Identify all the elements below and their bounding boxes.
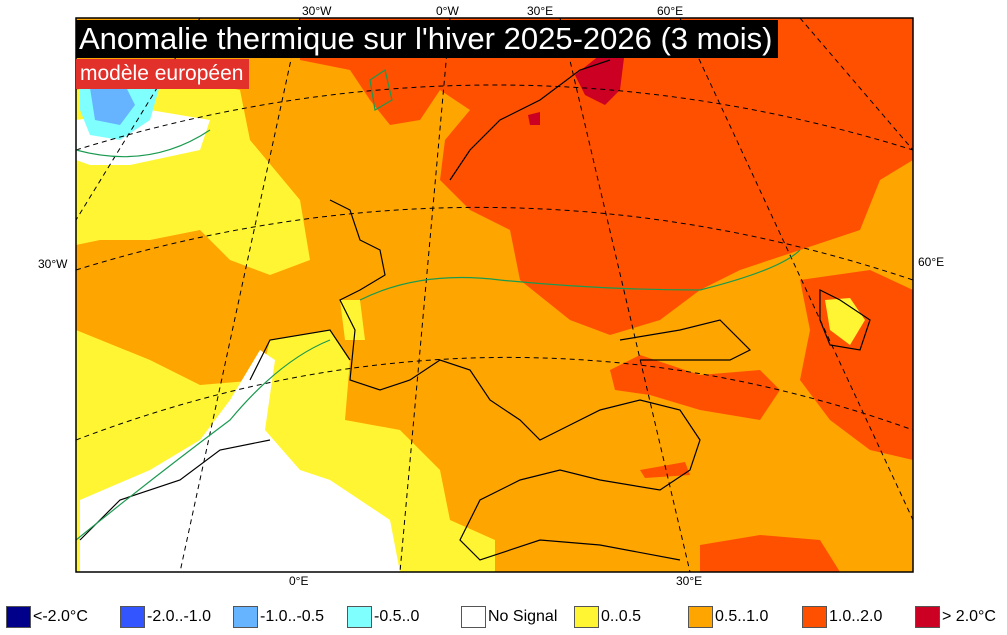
legend-label: -1.0..-0.5 [260, 608, 325, 625]
legend-item: 0.5..1.0 [688, 606, 768, 628]
region-1.0-2.0 [300, 18, 913, 335]
legend-swatch [461, 606, 486, 628]
lon-label: 30°E [527, 4, 554, 18]
legend-item: No Signal [461, 606, 557, 628]
map-title: Anomalie thermique sur l'hiver 2025-2026… [76, 20, 779, 58]
legend-label: > 2.0°C [942, 608, 996, 625]
legend-label: 0.5..1.0 [715, 608, 769, 625]
lon-label: 30°E [676, 574, 703, 588]
lon-label: 60°E [657, 4, 684, 18]
legend-swatch [233, 606, 258, 628]
region-1.0-2.0 [640, 462, 690, 478]
legend-swatch [6, 606, 31, 628]
lon-label: 30°W [38, 257, 68, 271]
region-gt-2.0 [575, 50, 625, 105]
legend-swatch [802, 606, 827, 628]
contours [76, 69, 801, 541]
model-subtitle: modèle européen [76, 59, 250, 89]
legend-item: <-2.0°C [6, 606, 88, 628]
graticule [76, 18, 913, 572]
region-1.0-2.0 [700, 535, 840, 572]
region-gt-2.0 [528, 112, 540, 125]
legend-label: -0.5..0 [374, 608, 420, 625]
legend-swatch [915, 606, 940, 628]
legend-swatch [574, 606, 599, 628]
legend: <-2.0°C -2.0..-1.0 -1.0..-0.5 -0.5..0 No… [0, 606, 1007, 630]
lon-label: 30°W [302, 4, 332, 18]
legend-label: -2.0..-1.0 [147, 608, 212, 625]
legend-swatch [347, 606, 372, 628]
legend-label: No Signal [488, 608, 558, 625]
legend-label: 1.0..2.0 [829, 608, 883, 625]
legend-swatch [120, 606, 145, 628]
legend-item: 1.0..2.0 [802, 606, 882, 628]
legend-swatch [688, 606, 713, 628]
region-neg-1.0-0.5 [90, 85, 135, 125]
legend-item: 0..0.5 [574, 606, 641, 628]
coastlines [79, 59, 871, 561]
lon-label: 0°W [436, 4, 459, 18]
legend-item: -0.5..0 [347, 606, 419, 628]
lon-label: 60°E [918, 255, 945, 269]
lon-label: 0°E [289, 574, 309, 588]
legend-label: 0..0.5 [601, 608, 642, 625]
region-0-0.5 [340, 300, 365, 340]
region-1.0-2.0 [610, 355, 780, 420]
legend-item: -1.0..-0.5 [233, 606, 324, 628]
region-no-signal [80, 350, 400, 572]
legend-label: <-2.0°C [33, 608, 88, 625]
legend-item: -2.0..-1.0 [120, 606, 211, 628]
legend-item: > 2.0°C [915, 606, 996, 628]
map-frame [75, 17, 914, 573]
